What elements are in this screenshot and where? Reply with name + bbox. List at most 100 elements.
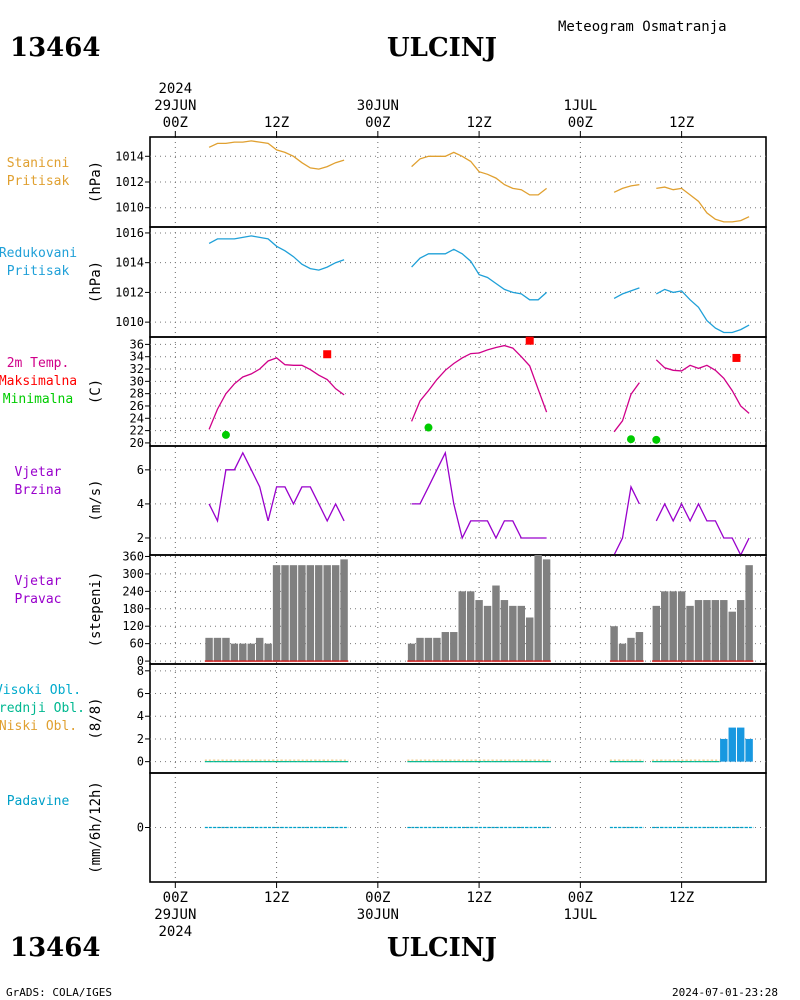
parameter-label: Padavine [7, 794, 70, 809]
y-tick-label: 60 [130, 637, 144, 651]
footer-credit: GrADS: COLA/IGES [6, 986, 112, 999]
direction-bar [306, 565, 315, 662]
bottom-date-label: 29JUN [154, 907, 196, 923]
y-axis-label: (hPa) [88, 261, 104, 303]
top-time-label: 00Z [568, 115, 593, 131]
direction-bar [610, 626, 618, 662]
direction-bar [331, 565, 340, 662]
series-line [656, 186, 750, 223]
direction-bar [669, 591, 677, 662]
series-line [208, 140, 345, 170]
direction-bar [492, 585, 500, 662]
direction-bar [441, 632, 450, 662]
direction-bar [745, 565, 753, 662]
cloud-bar [745, 738, 753, 762]
y-tick-label: 4 [137, 709, 144, 723]
direction-bar [677, 591, 686, 662]
station-id-top: 13464 [10, 33, 100, 63]
series-line [655, 359, 750, 414]
panel-vjetar_brzina: 2 4 6 (m/s) Vjetar Brzina [15, 445, 767, 557]
series-line [411, 248, 548, 301]
series-line [613, 382, 640, 433]
series-line [411, 450, 547, 540]
bottom-date-label: 30JUN [357, 907, 399, 923]
y-tick-label: 360 [122, 549, 144, 563]
y-tick-label: 6 [137, 687, 144, 701]
y-axis-label: (C) [88, 379, 104, 404]
series-line [655, 502, 750, 557]
y-tick-label: 0 [137, 755, 144, 769]
parameter-label: Vjetar [15, 574, 62, 589]
series-line [208, 357, 345, 430]
series-line [208, 235, 345, 271]
y-tick-label: 180 [122, 602, 144, 616]
y-tick-label: 34 [130, 350, 144, 364]
panel-padavine: 0 (mm/6h/12h) Padavine [7, 772, 767, 883]
direction-bar [736, 600, 745, 662]
top-time-label: 00Z [365, 115, 390, 131]
direction-bar [450, 632, 458, 662]
bottom-date-label: 1JUL [563, 907, 597, 923]
direction-bar [255, 637, 264, 662]
y-tick-label: 32 [130, 362, 144, 376]
y-tick-label: 26 [130, 399, 144, 413]
panel-stanicni: 1010 1012 1014 (hPa) Stanicni Pritisak [7, 136, 767, 228]
parameter-label: Redukovani [0, 246, 77, 261]
y-tick-label: 20 [130, 436, 144, 450]
direction-bar [433, 637, 441, 662]
direction-bar [618, 643, 627, 662]
top-time-label: 12Z [264, 115, 289, 131]
direction-bar [509, 605, 517, 662]
parameter-label: Pritisak [7, 174, 70, 189]
panel-frame [149, 663, 767, 774]
direction-bar [222, 637, 230, 662]
direction-bar [542, 559, 551, 662]
panel-oblaci: 0 2 4 6 8 (8/8) Visoki Obl. Srednji Obl. Niski O… [0, 663, 767, 774]
y-axis-label: (stepeni) [88, 572, 104, 648]
series-line [410, 344, 548, 422]
station-id-bottom: 13464 [10, 933, 100, 963]
cloud-bar [720, 738, 728, 762]
direction-bar [247, 643, 255, 662]
direction-bar [281, 565, 289, 662]
max-temp-marker [525, 336, 534, 345]
y-tick-label: 4 [137, 497, 144, 511]
direction-bar [703, 600, 711, 662]
direction-bar [652, 605, 661, 662]
top-date-label: 29JUN [154, 98, 196, 114]
top-year-label: 2024 [158, 81, 192, 97]
series-line [613, 484, 640, 556]
y-axis-label: (hPa) [88, 161, 104, 203]
y-tick-label: 1016 [115, 226, 144, 240]
min-temp-marker [424, 423, 433, 432]
series-line [613, 287, 640, 299]
parameter-label: Maksimalna [0, 374, 77, 389]
direction-bar [213, 637, 222, 662]
direction-bar [720, 600, 728, 662]
parameter-label: Minimalna [3, 392, 73, 407]
y-tick-label: 240 [122, 584, 144, 598]
max-temp-marker [323, 350, 332, 359]
panel-vjetar_pravac: 0 60 120 180 240 300 360 (stepeni) Vjetar Pravac [15, 549, 767, 668]
direction-bar [635, 632, 644, 662]
parameter-label: Brzina [15, 483, 62, 498]
y-tick-label: 2 [137, 531, 144, 545]
bottom-time-label: 12Z [669, 890, 694, 906]
direction-bar [315, 565, 323, 662]
y-tick-label: 300 [122, 567, 144, 581]
y-tick-label: 1012 [115, 285, 144, 299]
y-tick-label: 0 [137, 821, 144, 835]
direction-bar [264, 643, 272, 662]
y-tick-label: 30 [130, 374, 144, 388]
parameter-label: Visoki Obl. [0, 683, 81, 698]
bottom-time-label: 00Z [568, 890, 593, 906]
parameter-label: Pravac [15, 592, 62, 607]
parameter-label: 2m Temp. [7, 356, 70, 371]
direction-bar [323, 565, 331, 662]
y-tick-label: 1010 [115, 315, 144, 329]
y-axis-label: (mm/6h/12h) [88, 781, 104, 874]
min-temp-marker [652, 435, 661, 444]
bottom-time-label: 12Z [466, 890, 491, 906]
direction-bar [686, 605, 694, 662]
